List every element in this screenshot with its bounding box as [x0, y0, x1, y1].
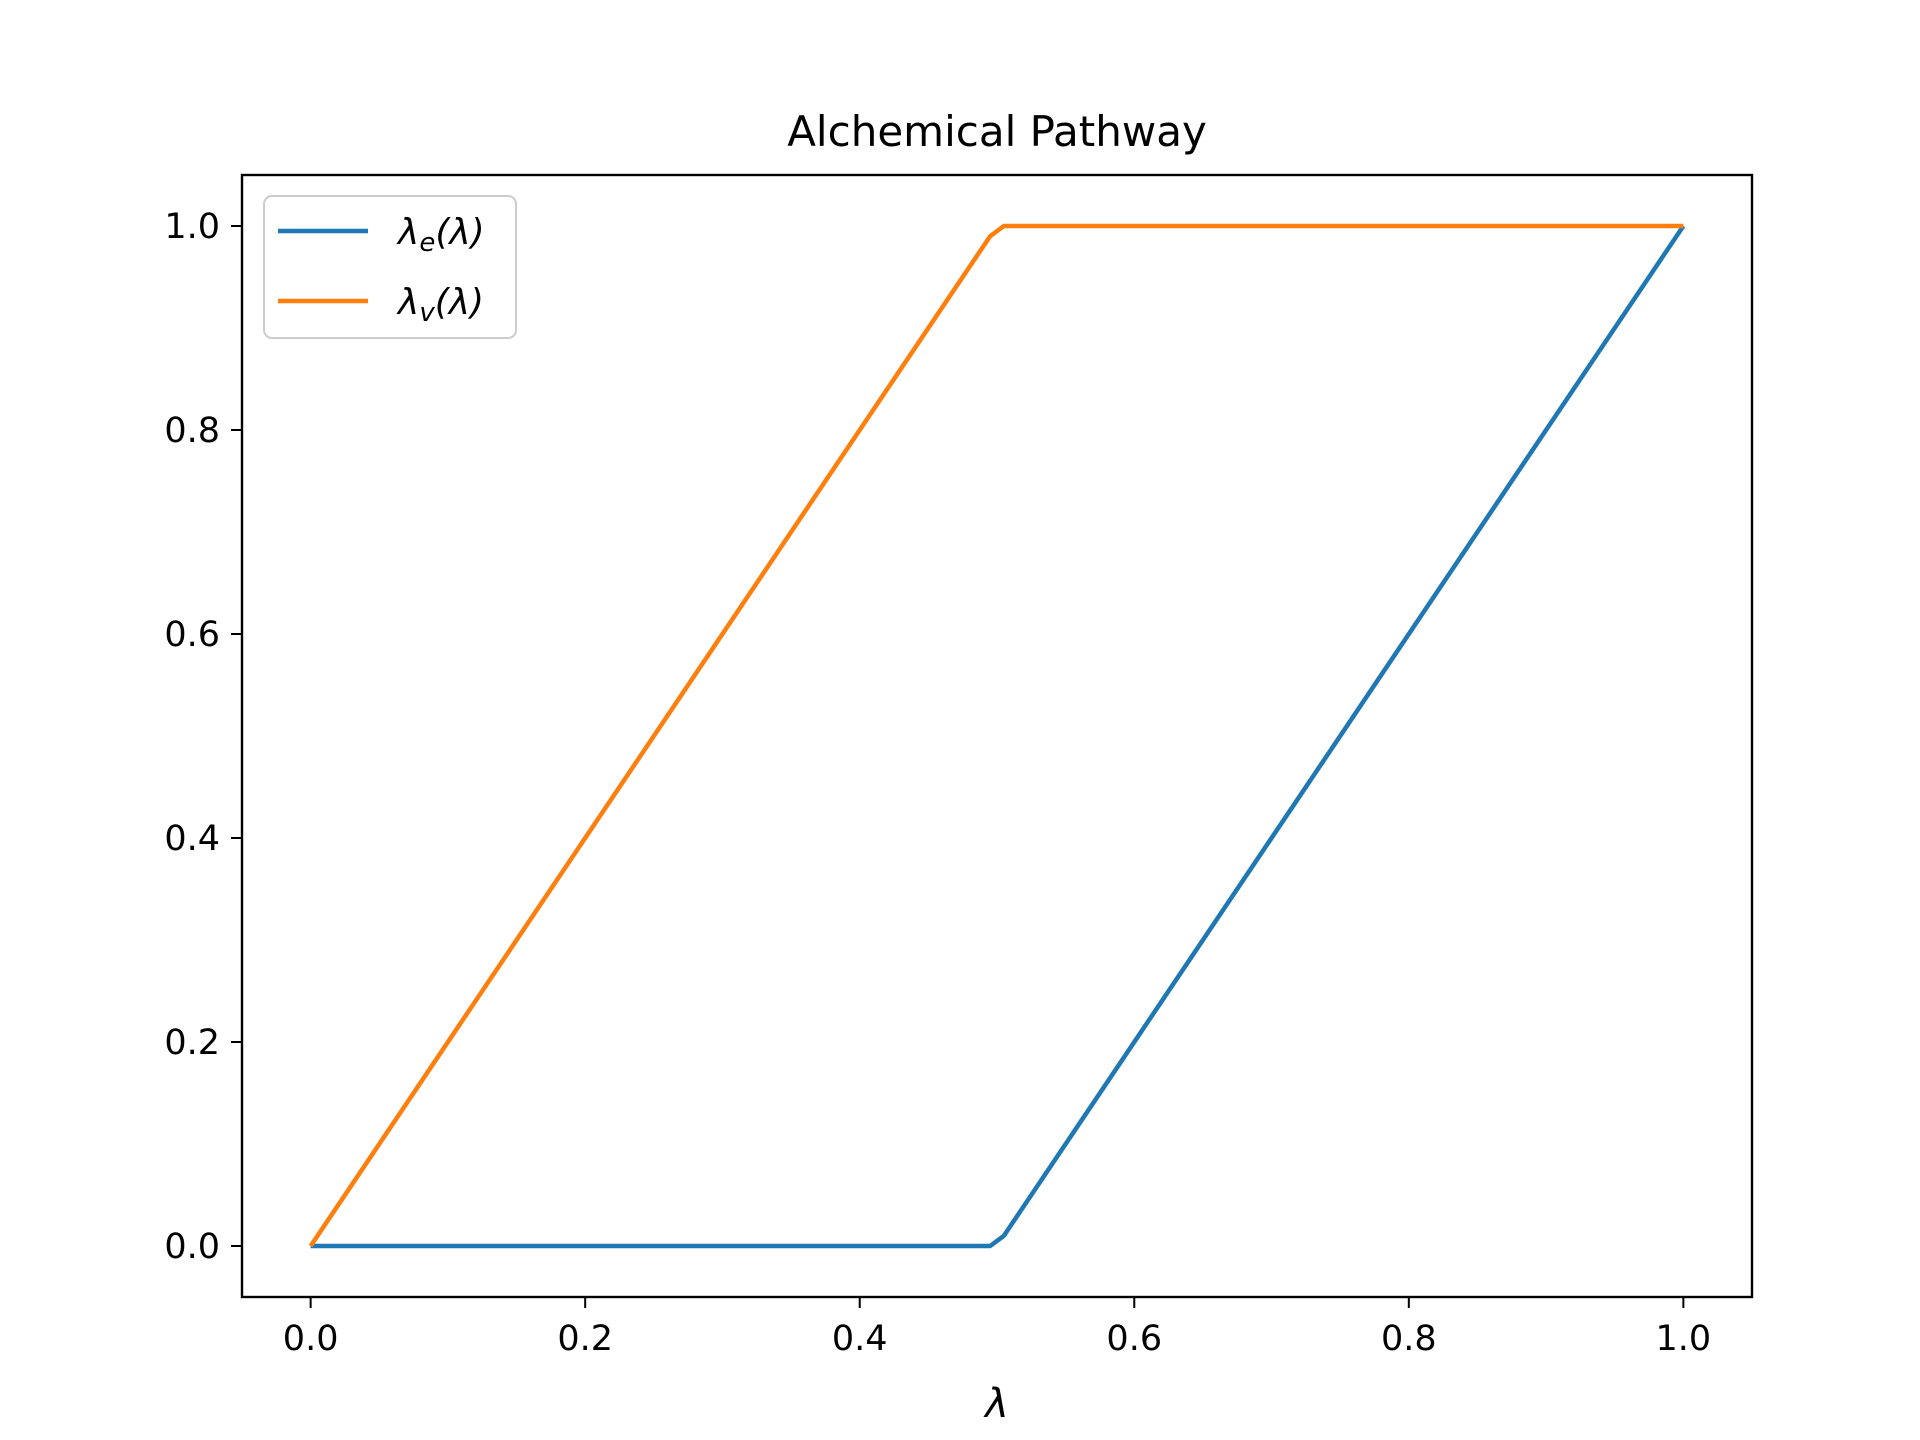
series-layer: [308, 223, 1686, 1249]
legend: λe(λ) λv(λ): [263, 195, 517, 339]
legend-label: λv(λ): [396, 282, 484, 328]
y-tick-label: 0.2: [164, 1023, 220, 1063]
y-tick-label: 0.4: [164, 819, 220, 859]
x-tick-label: 0.0: [283, 1319, 339, 1359]
y-axis: 0.0 0.2 0.4 0.6 0.8 1.0: [164, 207, 242, 1267]
x-axis: 0.0 0.2 0.4 0.6 0.8 1.0: [283, 1297, 1711, 1359]
x-tick-label: 0.8: [1381, 1319, 1437, 1359]
y-tick-label: 1.0: [164, 207, 220, 247]
y-tick-label: 0.8: [164, 411, 220, 451]
x-tick-label: 1.0: [1656, 1319, 1712, 1359]
series-line-e: [310, 224, 1686, 1249]
x-tick-label: 0.2: [557, 1319, 613, 1359]
series-line-v: [308, 223, 1684, 1248]
x-tick-label: 0.6: [1106, 1319, 1162, 1359]
legend-label: λe(λ): [396, 212, 485, 258]
plot-area: [240, 173, 1754, 1299]
y-tick-label: 0.0: [164, 1227, 220, 1267]
x-axis-label: λ: [983, 1381, 1009, 1427]
plot-frame: [240, 173, 1754, 1299]
y-tick-label: 0.6: [164, 615, 220, 655]
x-tick-label: 0.4: [832, 1319, 888, 1359]
chart-title: Alchemical Pathway: [787, 107, 1207, 156]
